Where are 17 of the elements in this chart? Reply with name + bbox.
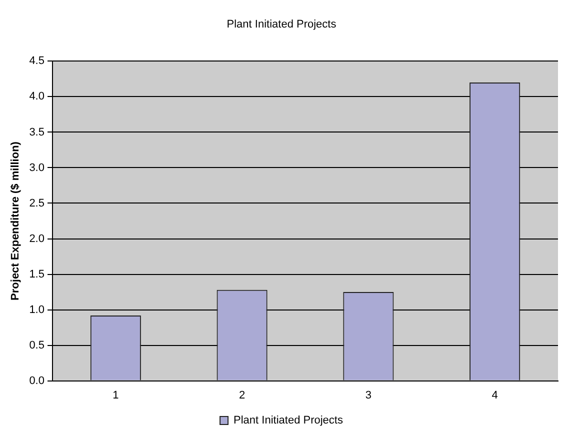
y-tick-label: 0.5 [29, 339, 44, 352]
y-tick-label: 2.0 [29, 232, 44, 245]
x-tick-label: 4 [492, 389, 498, 402]
x-tick-label: 3 [365, 389, 372, 402]
y-tick-label: 2.5 [29, 197, 44, 210]
chart-title: Plant Initiated Projects [226, 18, 337, 31]
x-tick-label: 2 [238, 389, 246, 402]
y-tick-label: 1.5 [29, 268, 44, 280]
y-tick-label: 4.5 [29, 55, 44, 68]
x-tick-label: 1 [112, 389, 119, 402]
y-tick-label: 4.0 [29, 90, 44, 103]
y-tick-label: 0.0 [29, 374, 44, 387]
y-tick-label: 1.0 [29, 304, 44, 316]
y-axis-title: Project Expenditure ($ million) [10, 141, 22, 300]
y-tick-label: 3.0 [29, 162, 44, 174]
legend-label: Plant Initiated Projects [234, 414, 344, 427]
y-tick-label: 3.5 [29, 126, 44, 138]
